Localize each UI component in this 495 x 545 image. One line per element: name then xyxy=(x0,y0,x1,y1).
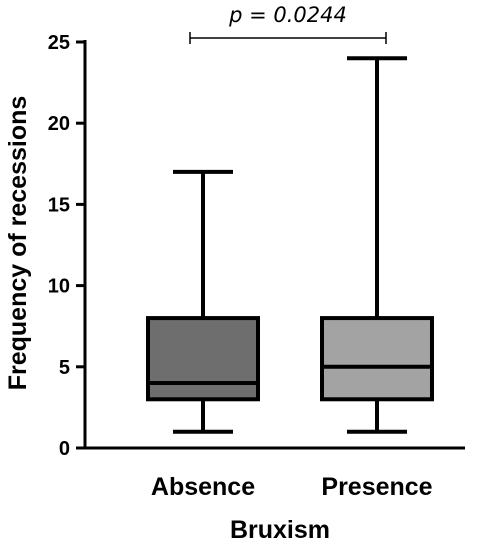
x-tick-label: Presence xyxy=(321,473,432,501)
y-tick-label: 15 xyxy=(48,194,70,216)
x-tick-label: Absence xyxy=(151,473,255,501)
p-value-label: p = 0.0244 xyxy=(228,3,347,27)
axes: 0 5 10 15 20 25 xyxy=(48,32,465,460)
y-tick-label: 25 xyxy=(48,32,70,54)
x-axis-title: Bruxism xyxy=(230,516,330,544)
y-tick-label: 5 xyxy=(59,357,70,379)
y-tick-label: 20 xyxy=(48,113,70,135)
box-absence xyxy=(146,169,260,434)
iqr-box xyxy=(146,316,260,402)
y-ticks: 0 5 10 15 20 25 xyxy=(48,32,85,460)
iqr-box xyxy=(320,316,434,402)
box-presence xyxy=(320,56,434,434)
y-axis-title: Frequency of recessions xyxy=(4,96,32,391)
boxes xyxy=(146,56,434,434)
y-tick-label: 0 xyxy=(59,438,70,460)
y-tick-label: 10 xyxy=(48,276,70,298)
x-labels: Absence Presence xyxy=(151,473,433,501)
significance-annotation: p = 0.0244 xyxy=(189,3,387,44)
